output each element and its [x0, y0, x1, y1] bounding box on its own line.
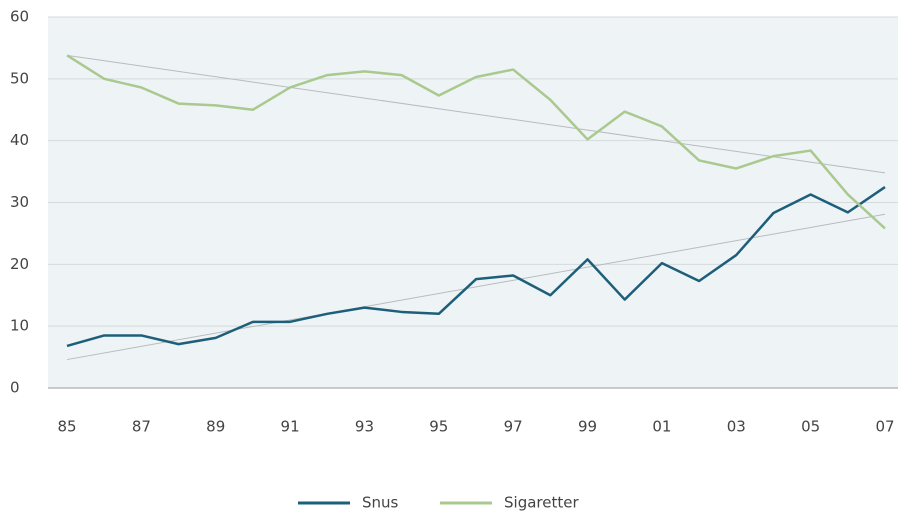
x-tick-label: 99	[578, 418, 597, 436]
legend-label: Sigaretter	[504, 494, 579, 512]
x-tick-label: 07	[875, 418, 894, 436]
y-tick-label: 50	[10, 69, 29, 87]
x-tick-label: 03	[727, 418, 746, 436]
x-tick-label: 91	[281, 418, 300, 436]
x-tick-label: 87	[132, 418, 151, 436]
line-series	[66, 186, 886, 348]
y-tick-label: 10	[10, 317, 29, 335]
x-tick-label: 85	[57, 418, 76, 436]
y-tick-label: 30	[10, 193, 29, 211]
y-tick-label: 40	[10, 131, 29, 149]
y-tick-label: 0	[10, 379, 20, 397]
y-tick-label: 60	[10, 8, 29, 26]
trend-line	[66, 54, 886, 174]
x-tick-label: 95	[429, 418, 448, 436]
x-tick-label: 97	[504, 418, 523, 436]
x-tick-label: 01	[652, 418, 671, 436]
x-tick-label: 93	[355, 418, 374, 436]
y-tick-label: 20	[10, 255, 29, 273]
legend-label: Snus	[362, 494, 399, 512]
line-series	[66, 54, 886, 230]
x-tick-label: 05	[801, 418, 820, 436]
x-tick-label: 89	[206, 418, 225, 436]
trend-line	[66, 213, 886, 361]
